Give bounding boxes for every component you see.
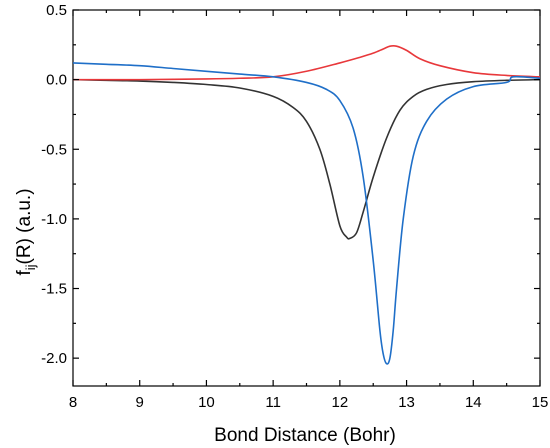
x-tick-label: 15 <box>532 394 549 411</box>
y-tick-label: -1.0 <box>41 211 67 228</box>
x-tick-label: 12 <box>332 394 349 411</box>
y-tick-label: -1.5 <box>41 281 67 298</box>
series-layer <box>72 44 541 365</box>
x-tick-label: 10 <box>198 394 215 411</box>
x-tick-label: 8 <box>69 394 77 411</box>
y-tick-label: 0.5 <box>46 2 67 19</box>
ticks-layer: 8 9 10 11 12 13 14 15 0.5 0.0 -0.5 -1.0 -1.5 -2.0 <box>41 2 548 411</box>
series-line-1 <box>72 78 541 240</box>
x-tick-label: 14 <box>465 394 482 411</box>
series-line-3 <box>72 62 541 365</box>
x-tick-label: 11 <box>265 394 281 411</box>
y-axis-title-rest: (R) (a.u.) <box>14 188 35 264</box>
x-axis-title: Bond Distance (Bohr) <box>214 425 396 446</box>
y-tick-label: 0.0 <box>46 72 67 89</box>
x-tick-label: 13 <box>398 394 415 411</box>
y-tick-label: -0.5 <box>41 141 67 158</box>
y-tick-label: -2.0 <box>41 350 67 367</box>
series-line-2 <box>72 44 541 81</box>
x-tick-label: 9 <box>136 394 144 411</box>
y-axis-title-main: f <box>14 270 35 276</box>
y-axis-title-sub: ij <box>23 264 38 270</box>
y-axis-title: fij(R) (a.u.) <box>14 188 38 275</box>
